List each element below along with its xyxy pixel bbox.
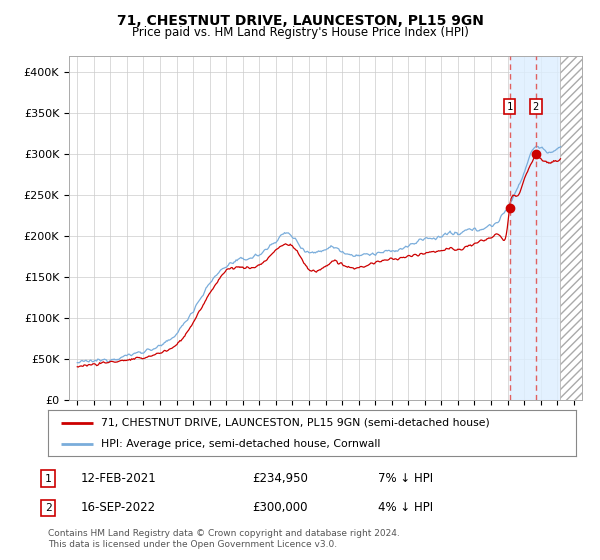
Text: 12-FEB-2021: 12-FEB-2021: [81, 472, 157, 486]
Text: 2: 2: [44, 503, 52, 513]
Text: Contains HM Land Registry data © Crown copyright and database right 2024.
This d: Contains HM Land Registry data © Crown c…: [48, 529, 400, 549]
Bar: [509, 56, 560, 400]
Text: Price paid vs. HM Land Registry's House Price Index (HPI): Price paid vs. HM Land Registry's House …: [131, 26, 469, 39]
Text: 71, CHESTNUT DRIVE, LAUNCESTON, PL15 9GN: 71, CHESTNUT DRIVE, LAUNCESTON, PL15 9GN: [116, 14, 484, 28]
Text: £300,000: £300,000: [252, 501, 308, 515]
Text: 1: 1: [44, 474, 52, 484]
Text: £234,950: £234,950: [252, 472, 308, 486]
Text: 7% ↓ HPI: 7% ↓ HPI: [378, 472, 433, 486]
Text: 1: 1: [506, 102, 512, 112]
Text: 4% ↓ HPI: 4% ↓ HPI: [378, 501, 433, 515]
Text: HPI: Average price, semi-detached house, Cornwall: HPI: Average price, semi-detached house,…: [101, 439, 380, 449]
Text: 2: 2: [533, 102, 539, 112]
Text: 16-SEP-2022: 16-SEP-2022: [81, 501, 156, 515]
Text: 71, CHESTNUT DRIVE, LAUNCESTON, PL15 9GN (semi-detached house): 71, CHESTNUT DRIVE, LAUNCESTON, PL15 9GN…: [101, 418, 490, 428]
